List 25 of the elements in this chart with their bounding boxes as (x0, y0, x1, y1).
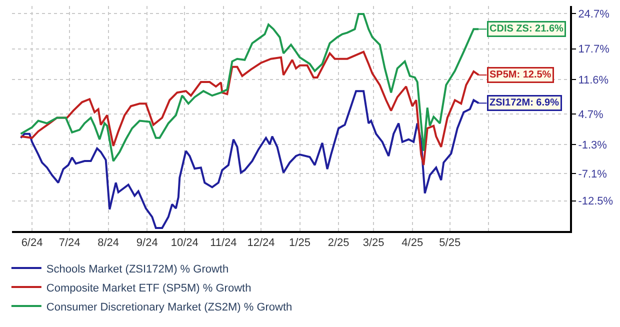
x-tick-label: 6/24 (21, 237, 43, 250)
y-tick-label: -7.1% (578, 168, 608, 180)
y-tick-label: -1.3% (578, 139, 608, 152)
x-tick-label: 5/25 (439, 237, 461, 250)
x-tick-label: 3/25 (362, 237, 384, 250)
x-tick-label: 1/25 (289, 237, 310, 250)
x-tick-label: 2/25 (328, 237, 350, 250)
x-tick-label: 9/24 (136, 237, 158, 250)
y-tick-label: -12.5% (578, 196, 614, 208)
annotation: CDIS ZS: 21.6% (490, 24, 564, 34)
annotation: SP5M: 12.5% (490, 70, 552, 80)
y-tick-label: 24.7% (578, 8, 610, 20)
y-tick-label: 17.7% (578, 44, 610, 56)
legend-label: Schools Market (ZSI172M) % Growth (46, 263, 229, 276)
y-tick-label: 11.6% (578, 74, 609, 86)
x-tick-label: 4/25 (402, 237, 424, 250)
x-tick-label: 10/24 (170, 237, 198, 250)
x-tick-label: 7/24 (58, 237, 80, 250)
x-tick-label: 11/24 (210, 237, 237, 250)
legend-label: Consumer Discretionary Market (ZS2M) % Growth (46, 301, 292, 314)
x-tick-label: 12/24 (247, 237, 275, 250)
y-tick-label: 4.7% (578, 109, 604, 122)
legend-label: Composite Market ETF (SP5M) % Growth (46, 282, 252, 294)
annotation: ZSI172M: 6.9% (490, 98, 560, 108)
x-tick-label: 8/24 (98, 237, 120, 250)
